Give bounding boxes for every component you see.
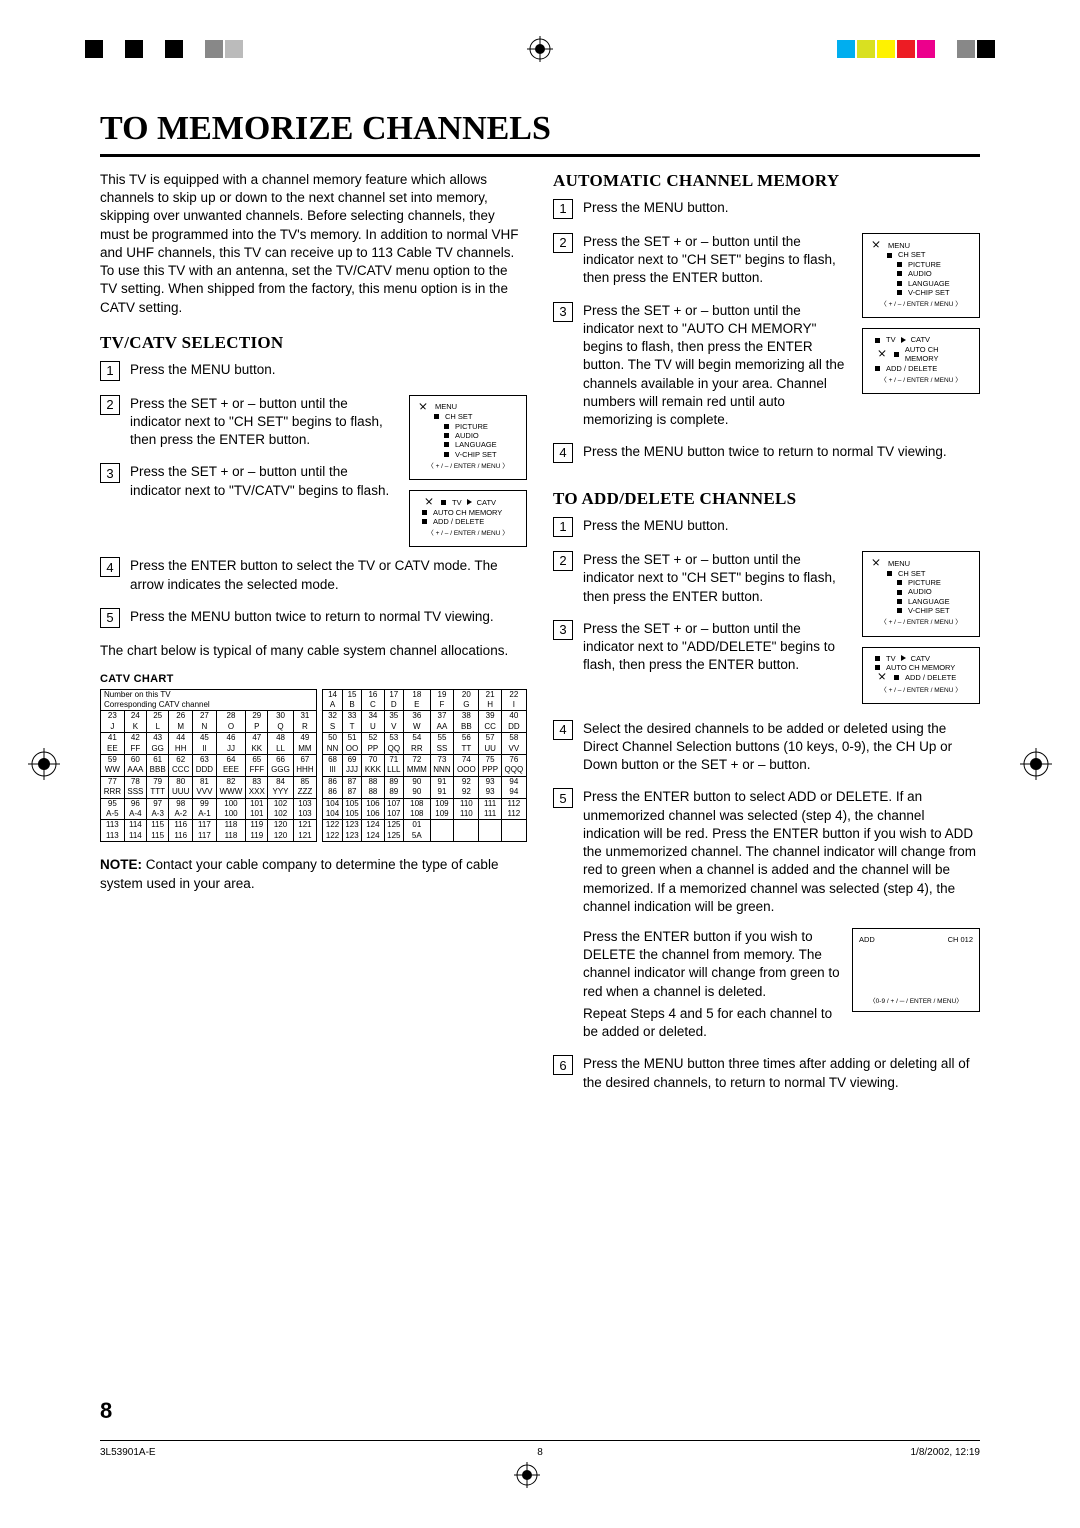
osd-menu-box: MENUCH SETPICTUREAUDIOLANGUAGEV-CHIP SET… — [409, 395, 527, 480]
print-marks-bottom — [0, 1462, 1080, 1488]
step-number: 5 — [100, 608, 120, 628]
adddel-heading: TO ADD/DELETE CHANNELS — [553, 489, 980, 509]
tvcatv-step-2: 2 Press the SET + or – button until the … — [100, 395, 401, 450]
step-number: 1 — [553, 517, 573, 537]
step-number: 4 — [553, 443, 573, 463]
step-number: 2 — [553, 233, 573, 253]
tvcatv-heading: TV/CATV SELECTION — [100, 333, 527, 353]
registration-cross-bottom — [514, 1462, 540, 1488]
osd-menu-box: MENUCH SETPICTUREAUDIOLANGUAGEV-CHIP SET… — [862, 233, 980, 318]
catv-note: NOTE: Contact your cable company to dete… — [100, 856, 527, 894]
catv-chart-table: Number on this TV141516171819202122Corre… — [100, 689, 527, 842]
tvcatv-step-3: 3 Press the SET + or – button until the … — [100, 463, 401, 499]
tvcatv-step-1: 1 Press the MENU button. — [100, 361, 527, 381]
right-column: AUTOMATIC CHANNEL MEMORY 1 Press the MEN… — [553, 171, 980, 1106]
step-number: 2 — [553, 551, 573, 571]
adddel-step-2: 2 Press the SET + or – button until the … — [553, 551, 854, 606]
adddel-step-4: 4 Select the desired channels to be adde… — [553, 720, 980, 775]
registration-cross-right — [1020, 748, 1052, 780]
tv-screen-add-delete: ADD CH 012 〈0-9 / + / ─ / ENTER / MENU〉 — [852, 928, 980, 1012]
auto-step-3: 3 Press the SET + or – button until the … — [553, 302, 854, 430]
auto-step-1: 1 Press the MENU button. — [553, 199, 980, 219]
adddel-step-3: 3 Press the SET + or – button until the … — [553, 620, 854, 675]
tvcatv-step-4: 4 Press the ENTER button to select the T… — [100, 557, 527, 593]
step-number: 4 — [100, 557, 120, 577]
footer: 3L53901A-E 8 1/8/2002, 12:19 — [100, 1440, 980, 1458]
swatches-right — [837, 40, 995, 58]
step-number: 4 — [553, 720, 573, 740]
step-number: 1 — [553, 199, 573, 219]
adddel-step-1: 1 Press the MENU button. — [553, 517, 980, 537]
step-number: 5 — [553, 788, 573, 808]
osd-chset-box: TV CATVAUTO CH MEMORYADD / DELETE〈 + / –… — [409, 490, 527, 547]
osd-chset-box: TV CATVAUTO CH MEMORYADD / DELETE〈 + / –… — [862, 647, 980, 704]
step-number: 6 — [553, 1055, 573, 1075]
footer-center: 8 — [537, 1447, 543, 1458]
adddel-step-5: 5 Press the ENTER button to select ADD o… — [553, 788, 980, 1041]
swatches-left — [85, 40, 243, 58]
auto-heading: AUTOMATIC CHANNEL MEMORY — [553, 171, 980, 191]
step-number: 3 — [553, 620, 573, 640]
adddel-step-6: 6 Press the MENU button three times afte… — [553, 1055, 980, 1091]
auto-step-4: 4 Press the MENU button twice to return … — [553, 443, 980, 463]
registration-cross-top — [527, 36, 553, 62]
left-column: This TV is equipped with a channel memor… — [100, 171, 527, 1106]
step-number: 1 — [100, 361, 120, 381]
page-title: TO MEMORIZE CHANNELS — [100, 110, 980, 157]
page-content: TO MEMORIZE CHANNELS This TV is equipped… — [100, 110, 980, 1418]
print-marks-top — [0, 40, 1080, 58]
step-number: 3 — [100, 463, 120, 483]
footer-left: 3L53901A-E — [100, 1447, 156, 1458]
intro-text: This TV is equipped with a channel memor… — [100, 171, 527, 317]
catv-chart-heading: CATV CHART — [100, 673, 527, 685]
footer-right: 1/8/2002, 12:19 — [910, 1447, 980, 1458]
step-number: 2 — [100, 395, 120, 415]
osd-menu-box: MENUCH SETPICTUREAUDIOLANGUAGEV-CHIP SET… — [862, 551, 980, 636]
auto-step-2: 2 Press the SET + or – button until the … — [553, 233, 854, 288]
tvcatv-step-5: 5 Press the MENU button twice to return … — [100, 608, 527, 628]
osd-chset-box: TV CATVAUTO CH MEMORYADD / DELETE〈 + / –… — [862, 328, 980, 394]
chart-intro: The chart below is typical of many cable… — [100, 642, 527, 661]
page-number: 8 — [100, 1398, 112, 1424]
registration-cross-left — [28, 748, 60, 780]
step-number: 3 — [553, 302, 573, 322]
